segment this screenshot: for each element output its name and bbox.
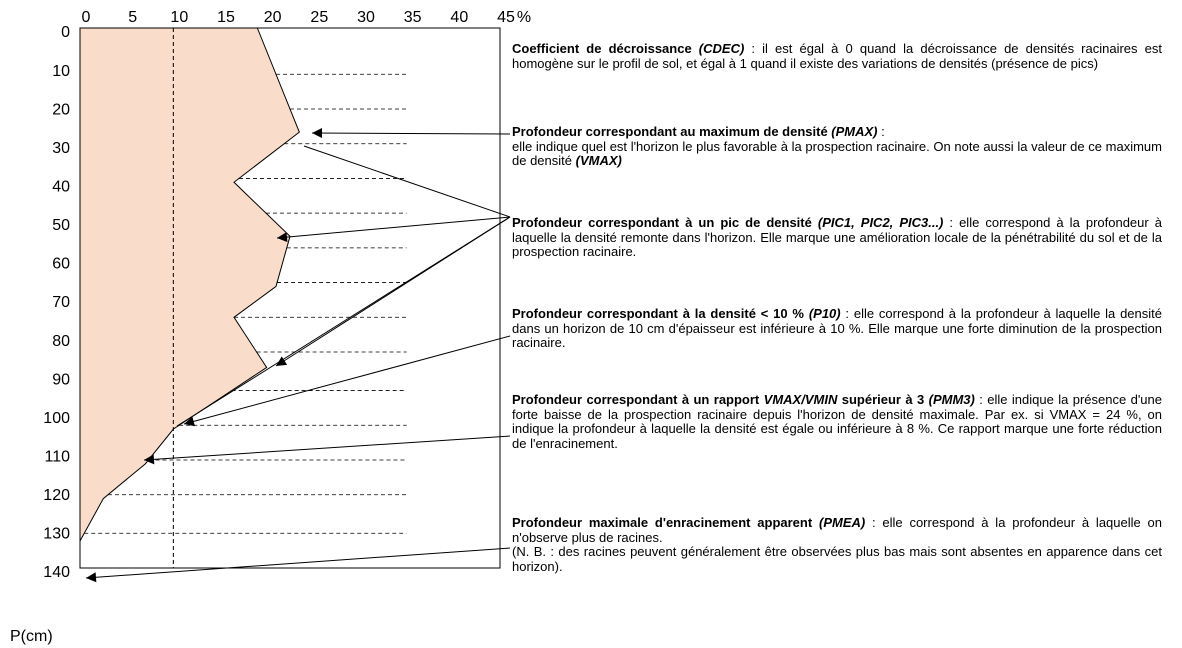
annotation-text: supérieur à 3: [837, 392, 929, 407]
annotation: Coefficient de décroissance (CDEC) : il …: [512, 41, 1162, 71]
arrow: [183, 335, 511, 427]
arrows: [85, 128, 511, 583]
arrow: [303, 145, 511, 218]
annotation-text: Coefficient de décroissance: [512, 41, 699, 56]
annotation-text: (PMAX): [831, 124, 878, 139]
annotation-text: (P10): [808, 306, 841, 321]
x-tick-label: 15: [217, 9, 235, 26]
annotation-text: Profondeur correspondant à la densité < …: [512, 306, 809, 321]
annotation: Profondeur correspondant à la densité < …: [512, 306, 1162, 351]
x-unit: %: [517, 9, 531, 26]
y-tick-label: 140: [43, 564, 70, 581]
annotation-text: : elle indique la présence d'une forte b…: [512, 392, 1162, 451]
y-tick-label: 100: [43, 410, 70, 427]
annotation-text: (CDEC): [698, 41, 745, 56]
annotation-text: :: [877, 124, 885, 139]
x-tick-label: 45: [497, 9, 515, 26]
annotation-text: : elle correspond à la profondeur à laqu…: [512, 215, 1162, 260]
y-tick-label: 80: [52, 333, 70, 350]
arrow: [276, 216, 511, 243]
y-tick-label: 120: [43, 487, 70, 504]
y-tick-label: 30: [52, 140, 70, 157]
annotation-text: Profondeur correspondant à un pic de den…: [512, 215, 818, 230]
plot-frame: [79, 27, 501, 569]
annotation-text: : elle correspond à la profondeur à laqu…: [512, 306, 1162, 351]
y-tick-label: 40: [52, 179, 70, 196]
x-tick-label: 0: [82, 9, 91, 26]
x-tick-label: 20: [264, 9, 282, 26]
x-tick-label: 25: [310, 9, 328, 26]
annotation-text: (N. B. : des racines peuvent généralemen…: [512, 544, 1162, 574]
profile-area: [80, 28, 300, 541]
annotation-text: : elle correspond à la profondeur à laqu…: [512, 515, 1163, 545]
plot: 0 5 10 15 20 25 30 35 40 45 % 0 10 20 30 40 50 60 70 80 90 10…: [43, 9, 531, 581]
annotation-text: Profondeur correspondant à un rapport: [512, 392, 764, 407]
y-tick-label: 90: [52, 371, 70, 388]
y-tick-label: 0: [61, 24, 70, 41]
x-tick-label: 10: [170, 9, 188, 26]
y-tick-label: 10: [52, 63, 70, 80]
y-tick-label: 60: [52, 256, 70, 273]
annotation-text: Profondeur correspondant au maximum de d…: [512, 124, 832, 139]
x-tick-label: 5: [128, 9, 137, 26]
annotation: Profondeur correspondant à un rapport VM…: [512, 392, 1162, 451]
annotation-text: : il est égal à 0 quand la décroissance …: [512, 41, 1162, 71]
y-tick-label: 70: [52, 294, 70, 311]
arrow: [143, 435, 511, 465]
annotation-text: (PMEA): [818, 515, 866, 530]
arrow: [85, 547, 511, 583]
annotation-text: Profondeur maximale d'enracinement appar…: [512, 515, 819, 530]
y-tick-label: 110: [44, 449, 70, 466]
y-tick-label: 130: [43, 526, 70, 543]
x-tick-label: 30: [357, 9, 375, 26]
y-axis-label: P(cm): [10, 628, 53, 645]
annotation: Profondeur correspondant au maximum de d…: [512, 124, 1162, 169]
annotation-text: VMAX/VMIN: [763, 392, 838, 407]
annotation-text: (PMM3): [928, 392, 975, 407]
annotation: Profondeur maximale d'enracinement appar…: [512, 515, 1163, 574]
x-tick-label: 40: [450, 9, 468, 26]
annotation: Profondeur correspondant à un pic de den…: [512, 215, 1162, 260]
profile-line: [79, 27, 300, 542]
arrow: [311, 128, 511, 139]
y-tick-label: 50: [52, 217, 70, 234]
x-tick-label: 35: [404, 9, 422, 26]
arrow: [176, 216, 511, 427]
annotation-text: (PIC1, PIC2, PIC3...): [817, 215, 944, 230]
y-tick-label: 20: [52, 101, 70, 118]
annotation-text: elle indique quel est l'horizon le plus …: [512, 138, 1162, 169]
annotation-text: (VMAX): [575, 153, 622, 169]
